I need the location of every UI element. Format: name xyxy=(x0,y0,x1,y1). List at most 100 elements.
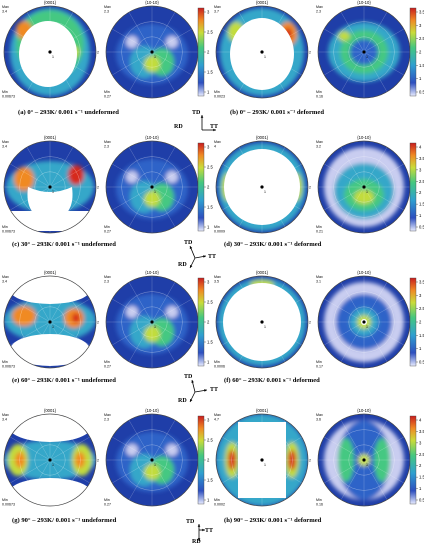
colorbar-tick-label: 3 xyxy=(207,418,210,423)
grid-ring xyxy=(34,36,66,68)
caption-b: (b) 0° – 293K/ 0.001 s⁻¹ deformed xyxy=(230,109,324,116)
pole-label: {10-10} xyxy=(357,408,371,413)
colorbar-gradient xyxy=(197,277,205,367)
min-value: 0.17 xyxy=(316,365,323,369)
min-value: 0.00673 xyxy=(2,230,15,234)
grid-ring xyxy=(121,21,183,83)
min-label: Min xyxy=(2,498,8,502)
pole-label: {0001} xyxy=(256,135,269,140)
density-contour xyxy=(72,313,80,323)
max-label: Max xyxy=(214,413,221,417)
colorbar: 4 3.5 3 2.5 2 1.5 1 0.5 xyxy=(409,415,424,505)
grid-ring xyxy=(121,429,183,491)
colorbar: 3 2.5 2 1.5 1 xyxy=(197,415,213,505)
grid-ring xyxy=(34,444,66,476)
axis-tick-label: 1 xyxy=(366,55,368,59)
colorbar: 3 2.5 2 1.5 1 xyxy=(197,7,213,97)
colorbar-tick-label: 2 xyxy=(419,190,422,195)
center-marker xyxy=(150,185,154,189)
min-label: Min xyxy=(104,498,110,502)
density-contour xyxy=(75,452,85,468)
axis-arrowhead xyxy=(213,128,216,132)
caption-e: (e) 60° – 293K/ 0.001 s⁻¹ undeformed xyxy=(12,377,116,384)
grid-ring xyxy=(246,36,278,68)
center-marker xyxy=(150,320,154,324)
grid-ring xyxy=(19,21,81,83)
colorbar-tick-label: 2.5 xyxy=(419,179,424,184)
colorbar-tick-label: 1.5 xyxy=(207,205,213,210)
colorbar-gradient xyxy=(409,7,417,97)
min-value: 0.27 xyxy=(104,503,111,507)
colorbar-tick-label: 1 xyxy=(207,90,210,95)
min-label: Min xyxy=(2,225,8,229)
density-contour xyxy=(354,190,374,204)
min-label: Min xyxy=(104,360,110,364)
grid-ring xyxy=(333,21,395,83)
pole-label: {0001} xyxy=(44,0,57,5)
axis-arrowhead xyxy=(203,255,206,258)
density-contour xyxy=(166,444,178,456)
colorbar: 4 3.5 3 2.5 2 1.5 1 0.5 xyxy=(409,142,424,232)
axis-tick-label: 1 xyxy=(154,325,156,329)
density-contour xyxy=(166,171,178,183)
grid-ring xyxy=(19,156,81,218)
min-label: Min xyxy=(214,90,220,94)
min-label: Min xyxy=(316,498,322,502)
density-contour xyxy=(19,21,77,87)
grid-ring xyxy=(348,171,380,203)
min-value: 0.16 xyxy=(316,503,323,507)
pole-label: {10-10} xyxy=(357,0,371,5)
min-value: 0.00673 xyxy=(2,503,15,507)
axis-tick-label: 2 xyxy=(309,321,311,325)
axis-arrowhead xyxy=(190,265,193,268)
axis-tick-label: 1 xyxy=(264,463,266,467)
colorbar-tick-label: 0.5 xyxy=(419,360,424,365)
colorbar: 3.5 3 2.5 2 1.5 1 0.5 xyxy=(409,277,424,367)
density-contour xyxy=(166,36,178,48)
min-value: 0.27 xyxy=(104,365,111,369)
max-label: Max xyxy=(214,5,221,9)
grid-ring xyxy=(231,429,293,491)
colorbar-tick-label: 4 xyxy=(419,418,422,423)
min-value: 0.00673 xyxy=(2,95,15,99)
grid-ring xyxy=(348,444,380,476)
center-marker xyxy=(150,458,154,462)
axis-arrowhead xyxy=(202,528,205,532)
colorbar-tick-label: 3 xyxy=(419,23,422,28)
colorbar-tick-label: 1 xyxy=(207,498,210,503)
axis-arrowhead xyxy=(200,115,204,118)
max-value: 3.4 xyxy=(2,145,7,149)
min-label: Min xyxy=(316,225,322,229)
grid-ring xyxy=(246,444,278,476)
axis-tick-label: 1 xyxy=(264,190,266,194)
grid-ring xyxy=(136,36,168,68)
grid-ring xyxy=(333,156,395,218)
max-label: Max xyxy=(2,5,9,9)
center-marker xyxy=(362,458,366,462)
colorbar-tick-label: 2 xyxy=(207,50,210,55)
pole-label: {0001} xyxy=(256,270,269,275)
pole-label: {10-10} xyxy=(357,135,371,140)
axis-label-td-3: TD xyxy=(184,374,193,380)
axis-label-tt-3: TT xyxy=(210,387,219,393)
colorbar-tick-label: 0.5 xyxy=(419,90,424,95)
density-contour xyxy=(126,36,138,48)
density-contour xyxy=(144,56,160,72)
max-label: Max xyxy=(2,275,9,279)
colorbar-tick-label: 3 xyxy=(207,10,210,15)
caption-a: (a) 0° – 293K/ 0.001 s⁻¹ undeformed xyxy=(18,109,119,116)
density-contour xyxy=(126,171,138,183)
caption-c: (c) 30° – 293K/ 0.001 s⁻¹ undeformed xyxy=(12,241,116,248)
colorbar-gradient xyxy=(197,415,205,505)
pole-figure-outline xyxy=(3,413,97,507)
min-label: Min xyxy=(214,225,220,229)
colorbar-tick-label: 1 xyxy=(207,360,210,365)
density-contour xyxy=(12,306,36,326)
colorbar-gradient xyxy=(409,142,417,232)
